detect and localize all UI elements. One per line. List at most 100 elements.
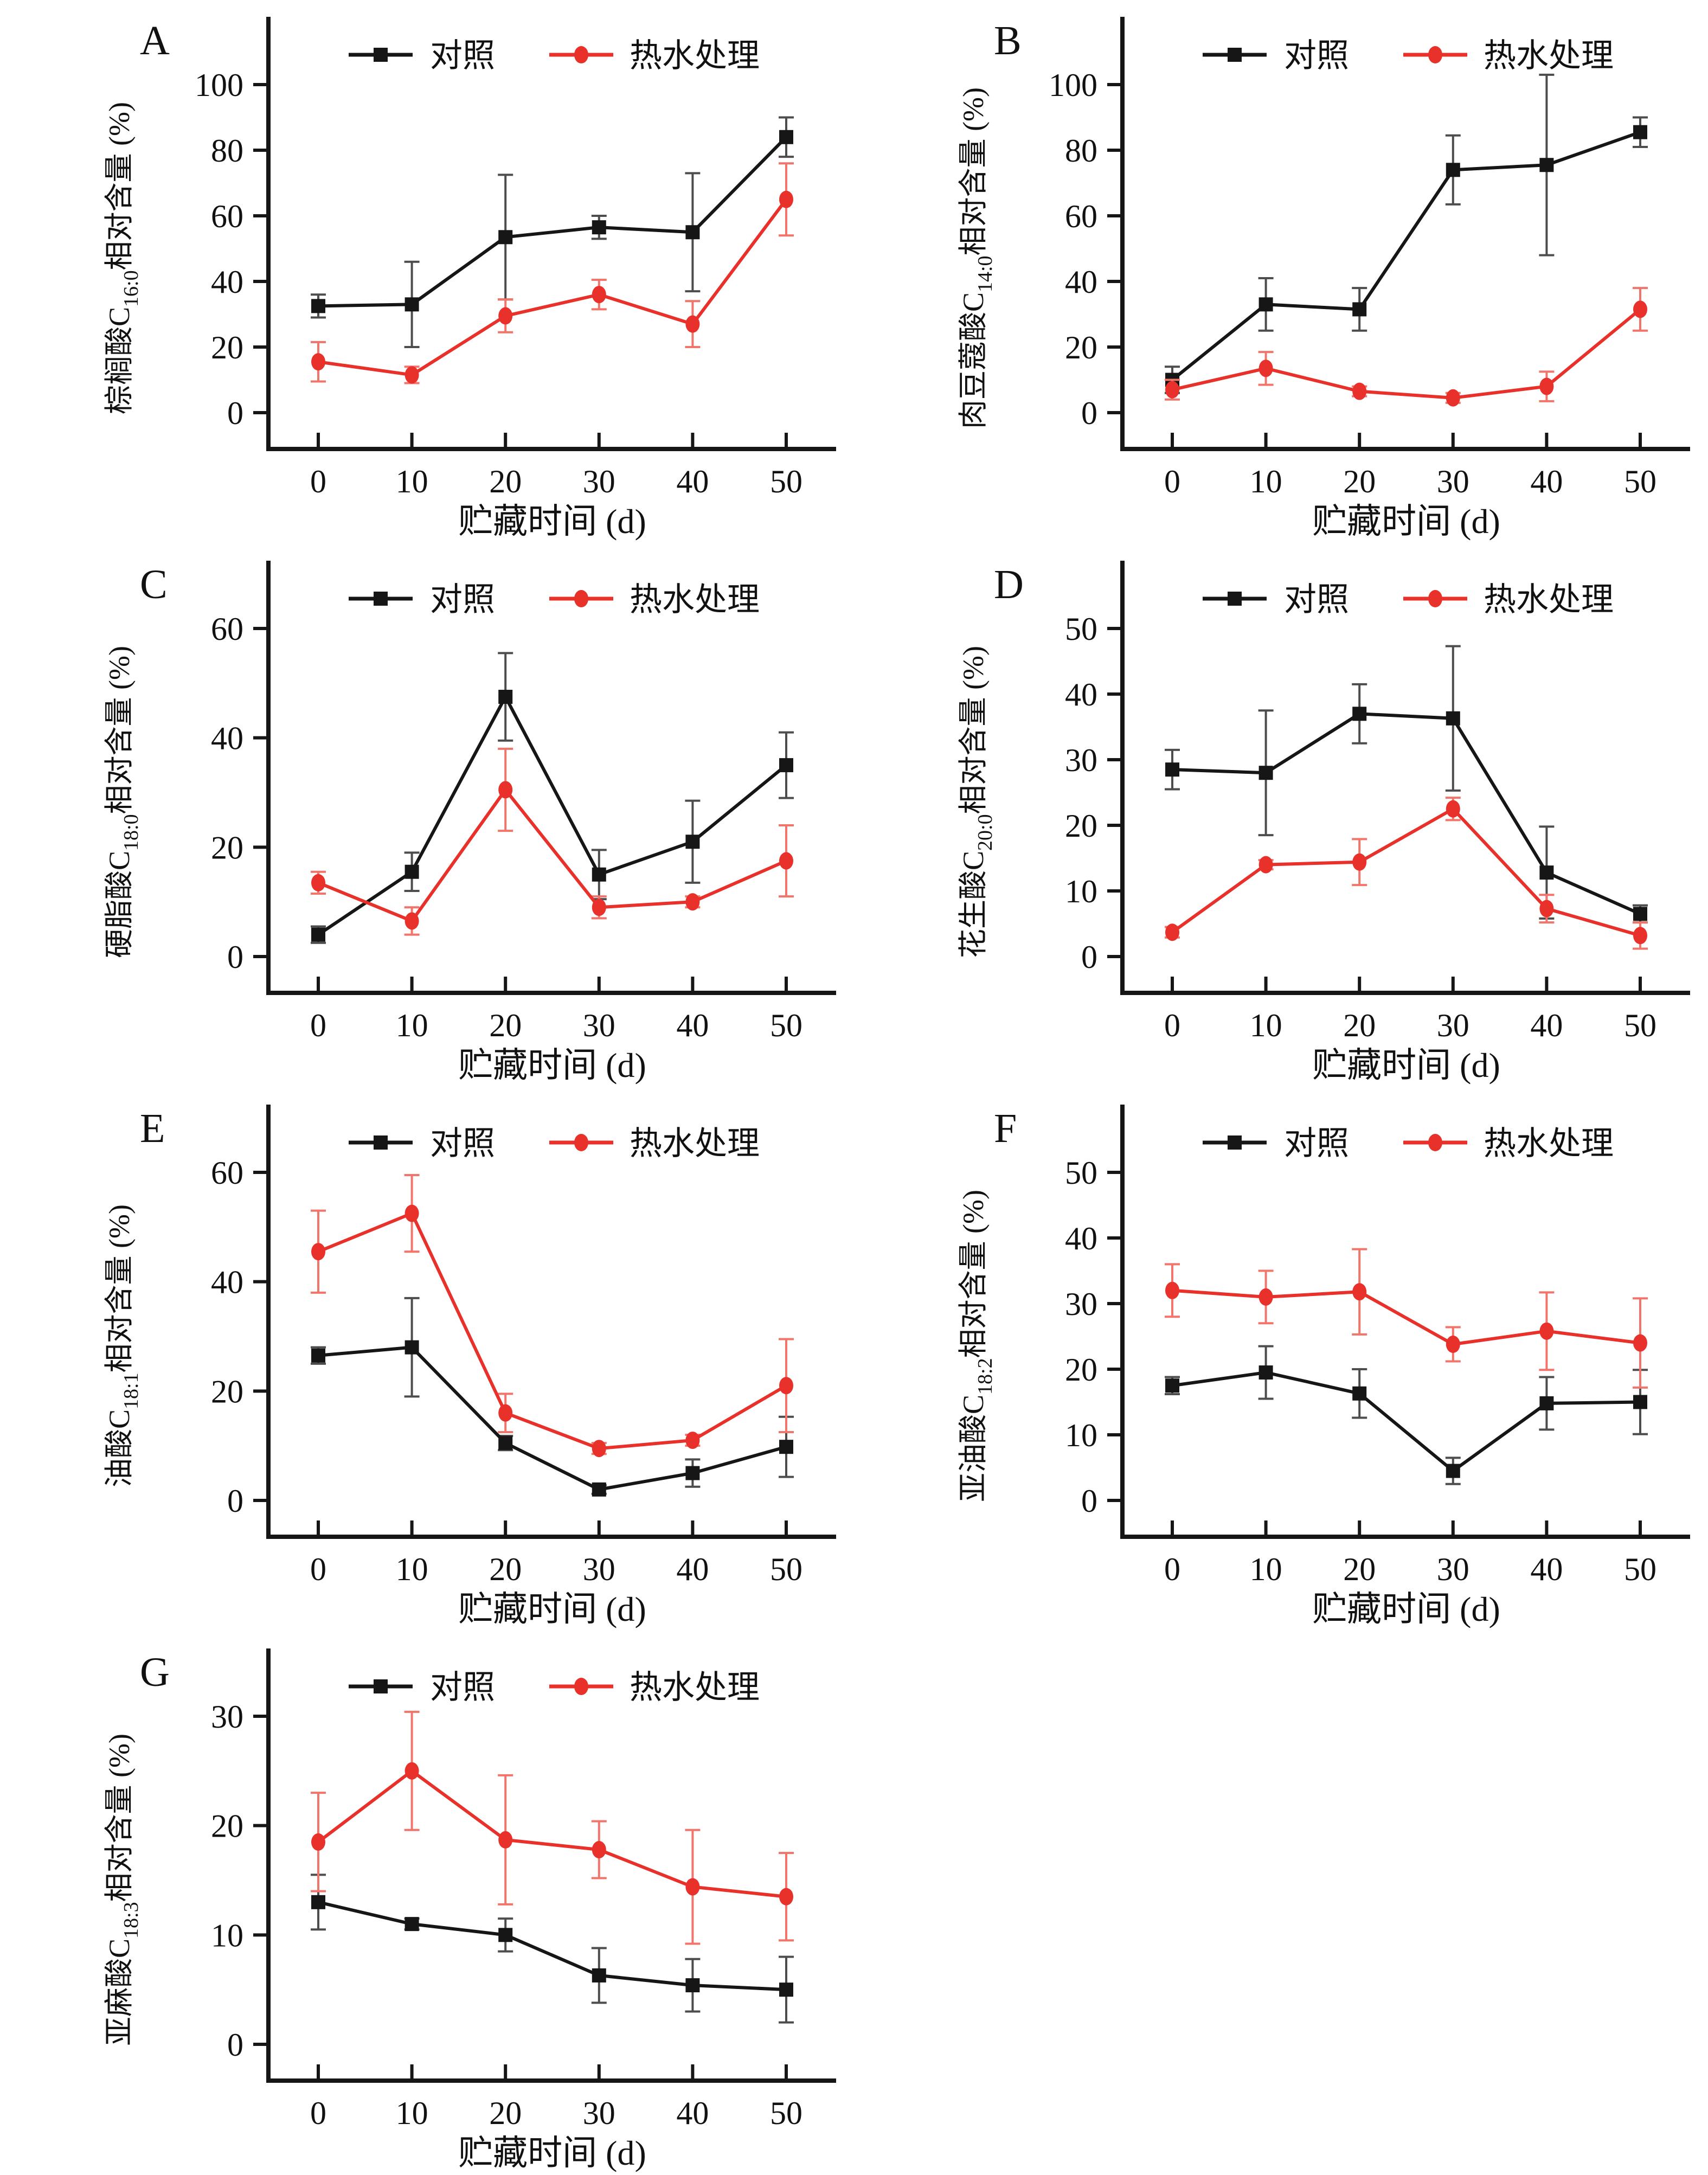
data-point-square bbox=[1539, 865, 1554, 880]
panel-letter: A bbox=[140, 18, 170, 63]
series-hot-water bbox=[1165, 287, 1648, 407]
legend: 对照 热水处理 bbox=[349, 1670, 760, 1705]
svg-text:20: 20 bbox=[211, 330, 243, 365]
svg-text:0: 0 bbox=[1081, 1483, 1097, 1519]
plot-D: 0 10 20 30 40 50 0 10 20 30 40 50 贮藏时间 (d) 花生酸C20:0相对… bbox=[957, 561, 1690, 1085]
data-point-circle bbox=[1258, 856, 1273, 874]
chart-svg-d: 0 10 20 30 40 50 0 10 20 30 40 50 贮藏时间 (d) 花生酸C20:0相对… bbox=[957, 561, 1690, 1085]
chart-panel-f: 0 10 20 30 40 50 0 10 20 30 40 50 贮藏时间 (d) 亚油酸C18:2相对… bbox=[854, 1088, 1708, 1632]
data-point-square bbox=[498, 1436, 513, 1451]
data-point-circle bbox=[592, 1440, 606, 1458]
series-line-control bbox=[318, 1900, 787, 1992]
svg-text:20: 20 bbox=[211, 1374, 243, 1409]
y-axis-label: 亚油酸C18:2相对含量 (%) bbox=[957, 1190, 997, 1502]
data-point-square bbox=[1633, 1395, 1647, 1409]
data-point-square bbox=[498, 1928, 513, 1942]
svg-text:100: 100 bbox=[195, 67, 243, 103]
chart-panel-a: 0 20 40 60 80 100 0 10 20 30 40 50 贮藏时间 (d) 棕榈酸C16:0相… bbox=[0, 0, 854, 544]
data-point-circle bbox=[1258, 360, 1273, 377]
chart-panel-c: 0 20 40 60 0 10 20 30 40 50 贮藏时间 (d) 硬脂酸C18:0相对含量 (… bbox=[0, 544, 854, 1088]
data-point-square bbox=[1539, 1396, 1554, 1410]
data-point-square bbox=[592, 1482, 606, 1497]
panel-letter: B bbox=[994, 18, 1022, 63]
data-point-circle bbox=[1352, 1283, 1367, 1301]
svg-text:0: 0 bbox=[1164, 1008, 1180, 1043]
y-tick-labels: 0 20 40 60 bbox=[211, 611, 267, 975]
x-axis-label: 贮藏时间 (d) bbox=[1312, 502, 1500, 541]
legend-square-icon bbox=[374, 48, 388, 62]
data-point-circle bbox=[1258, 1288, 1273, 1306]
svg-text:50: 50 bbox=[1065, 1155, 1097, 1191]
x-tick-labels: 0 10 20 30 40 50 bbox=[1164, 977, 1656, 1043]
legend-square-icon bbox=[1228, 592, 1242, 606]
svg-text:50: 50 bbox=[770, 464, 802, 499]
panel-letter: D bbox=[994, 562, 1024, 607]
svg-text:80: 80 bbox=[1065, 133, 1097, 169]
legend: 对照 热水处理 bbox=[349, 582, 760, 618]
series-line-hot-water bbox=[318, 198, 788, 377]
data-point-square bbox=[404, 297, 419, 312]
data-point-square bbox=[1165, 762, 1179, 777]
legend-label-hot-water: 热水处理 bbox=[630, 582, 760, 618]
data-point-circle bbox=[779, 190, 793, 208]
svg-text:60: 60 bbox=[211, 1155, 243, 1191]
legend-circle-icon bbox=[574, 1134, 588, 1151]
empty-cell bbox=[854, 1632, 1708, 2175]
data-point-square bbox=[685, 1466, 700, 1480]
data-point-circle bbox=[1352, 853, 1367, 871]
data-point-square bbox=[311, 1895, 325, 1909]
svg-text:60: 60 bbox=[1065, 198, 1097, 234]
data-point-circle bbox=[1633, 1334, 1647, 1352]
panel-letter: F bbox=[994, 1106, 1017, 1151]
data-point-circle bbox=[685, 893, 700, 911]
data-point-square bbox=[404, 1340, 419, 1355]
svg-text:0: 0 bbox=[227, 1483, 243, 1519]
svg-text:20: 20 bbox=[489, 464, 522, 499]
svg-text:30: 30 bbox=[583, 1008, 615, 1043]
svg-text:30: 30 bbox=[583, 1551, 615, 1587]
data-point-circle bbox=[311, 353, 325, 371]
svg-text:0: 0 bbox=[310, 1008, 326, 1043]
svg-text:0: 0 bbox=[227, 395, 243, 431]
x-tick-labels: 0 10 20 30 40 50 bbox=[310, 2064, 802, 2131]
svg-text:30: 30 bbox=[583, 464, 615, 499]
plot-B: 0 20 40 60 80 100 0 10 20 30 40 50 贮藏时间 (d) 肉豆蔻酸C14:0… bbox=[957, 17, 1690, 541]
data-point-square bbox=[685, 225, 700, 240]
data-point-circle bbox=[498, 781, 513, 799]
y-axis-label: 花生酸C20:0相对含量 (%) bbox=[957, 646, 997, 958]
series-control bbox=[311, 1297, 794, 1497]
data-point-square bbox=[592, 220, 606, 235]
y-axis-label: 棕榈酸C16:0相对含量 (%) bbox=[103, 102, 143, 414]
series-line-control bbox=[318, 1345, 787, 1491]
series-line-hot-water bbox=[1172, 1288, 1641, 1346]
y-tick-labels: 0 10 20 30 bbox=[211, 1699, 267, 2063]
svg-text:0: 0 bbox=[227, 939, 243, 975]
y-axis-label: 肉豆蔻酸C14:0相对含量 (%) bbox=[957, 87, 997, 429]
svg-text:10: 10 bbox=[396, 464, 428, 499]
data-point-circle bbox=[779, 1888, 793, 1905]
svg-text:0: 0 bbox=[310, 464, 326, 499]
data-point-square bbox=[1352, 1386, 1367, 1401]
data-point-circle bbox=[404, 1204, 419, 1222]
x-tick-labels: 0 10 20 30 40 50 bbox=[1164, 433, 1656, 499]
legend-circle-icon bbox=[574, 590, 588, 607]
data-point-circle bbox=[1446, 800, 1460, 818]
legend-square-icon bbox=[374, 1679, 388, 1693]
data-point-square bbox=[311, 299, 325, 313]
svg-text:40: 40 bbox=[211, 264, 243, 300]
series-hot-water bbox=[311, 162, 794, 384]
chart-svg-e: 0 20 40 60 0 10 20 30 40 50 贮藏时间 (d) 油酸C18:1相对含量 (%… bbox=[103, 1105, 836, 1628]
svg-text:30: 30 bbox=[1065, 742, 1097, 778]
svg-text:40: 40 bbox=[1065, 1221, 1097, 1256]
data-point-circle bbox=[1539, 900, 1554, 918]
data-point-square bbox=[779, 130, 793, 144]
series-line-control bbox=[318, 136, 788, 308]
data-point-square bbox=[1165, 1378, 1179, 1393]
data-point-square bbox=[685, 835, 700, 849]
svg-text:30: 30 bbox=[1437, 464, 1469, 499]
data-point-circle bbox=[1165, 1281, 1179, 1299]
data-point-square bbox=[779, 1982, 793, 1997]
svg-text:40: 40 bbox=[211, 721, 243, 756]
data-point-circle bbox=[404, 1762, 419, 1780]
